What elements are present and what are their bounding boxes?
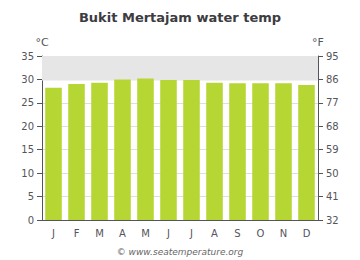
svg-text:32: 32: [326, 215, 339, 226]
svg-text:Bukit Mertajam water temp: Bukit Mertajam water temp: [79, 10, 281, 25]
svg-text:41: 41: [326, 191, 339, 202]
svg-text:°F: °F: [312, 36, 324, 49]
svg-text:25: 25: [21, 97, 34, 108]
svg-text:35: 35: [21, 51, 34, 62]
svg-text:20: 20: [21, 121, 34, 132]
svg-text:77: 77: [326, 97, 339, 108]
svg-text:68: 68: [326, 121, 339, 132]
svg-text:30: 30: [21, 74, 34, 85]
svg-text:O: O: [257, 228, 265, 239]
svg-text:50: 50: [326, 168, 339, 179]
svg-text:5: 5: [28, 191, 34, 202]
svg-text:J: J: [166, 228, 170, 239]
svg-text:59: 59: [326, 144, 339, 155]
svg-text:J: J: [51, 228, 55, 239]
svg-text:D: D: [303, 228, 311, 239]
svg-text:A: A: [211, 228, 218, 239]
svg-text:M: M: [141, 228, 150, 239]
svg-text:15: 15: [21, 144, 34, 155]
svg-text:F: F: [74, 228, 80, 239]
svg-text:95: 95: [326, 51, 339, 62]
svg-text:86: 86: [326, 74, 339, 85]
svg-text:N: N: [280, 228, 287, 239]
svg-text:M: M: [95, 228, 104, 239]
svg-text:10: 10: [21, 168, 34, 179]
svg-text:J: J: [189, 228, 193, 239]
svg-text:A: A: [119, 228, 126, 239]
svg-text:© www.seatemperature.org: © www.seatemperature.org: [117, 247, 244, 257]
svg-text:°C: °C: [35, 36, 49, 49]
svg-text:0: 0: [28, 215, 34, 226]
svg-text:S: S: [234, 228, 240, 239]
